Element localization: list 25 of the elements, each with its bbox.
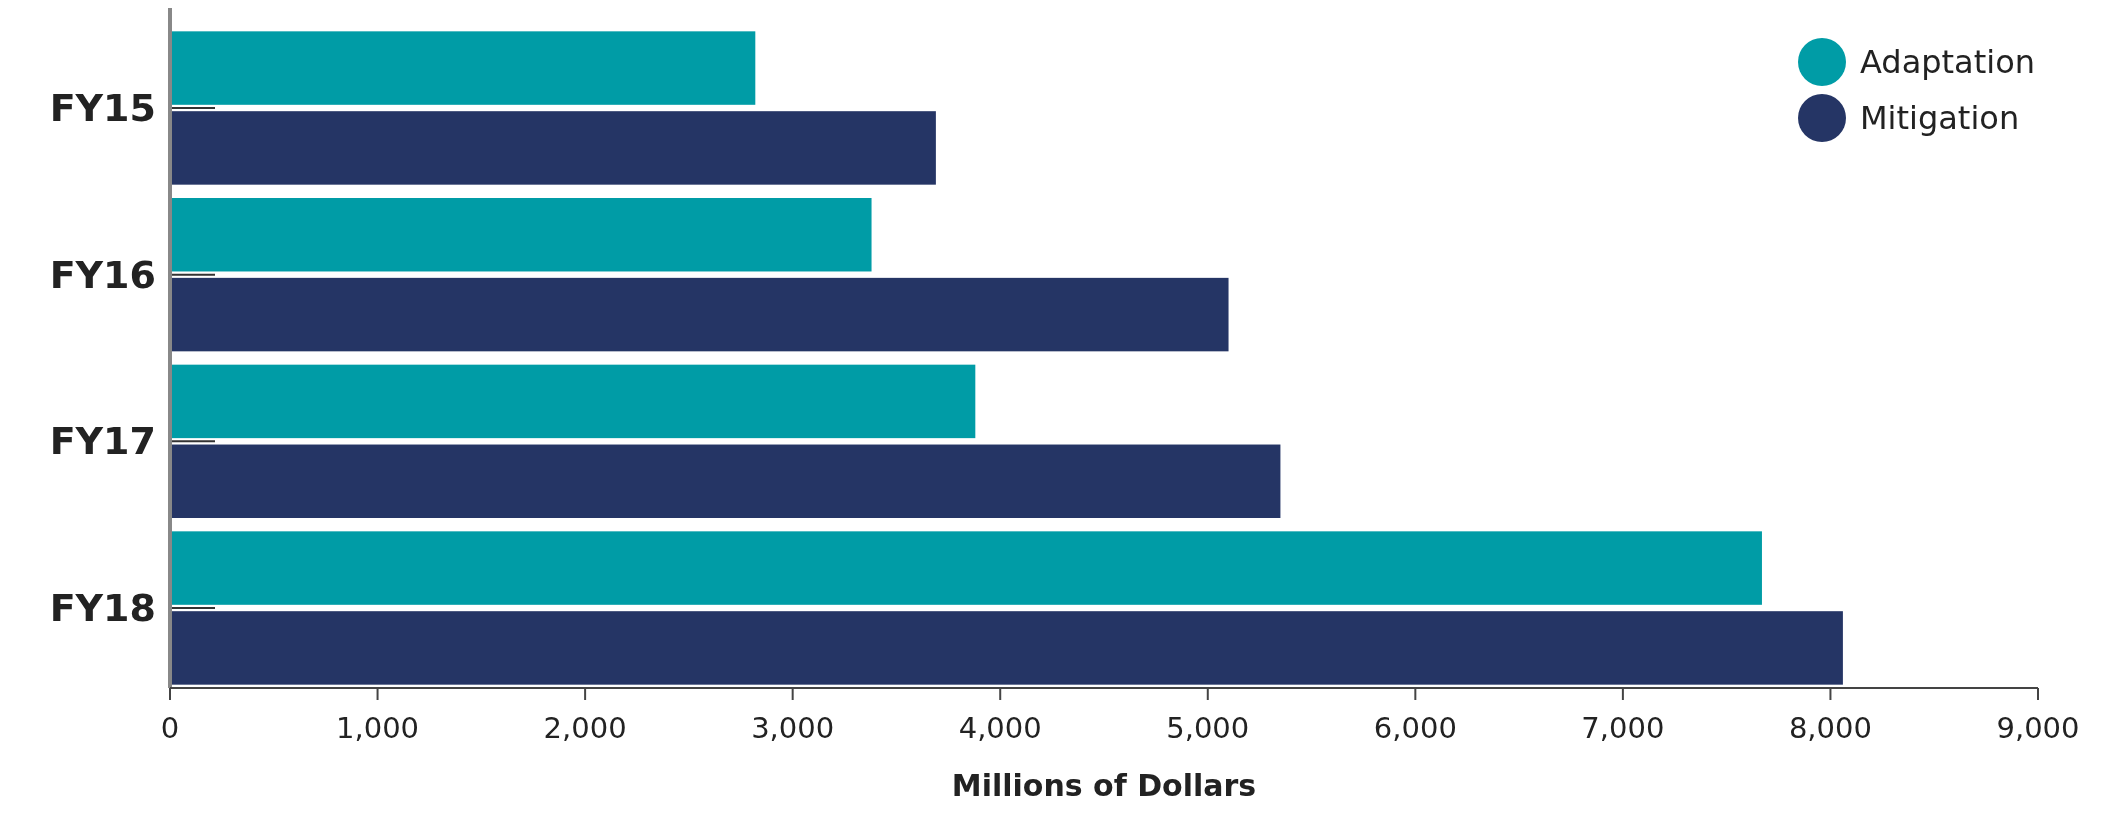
- x-tick-label: 8,000: [1788, 711, 1872, 745]
- x-tick-label: 9,000: [1996, 711, 2080, 745]
- bar: [170, 111, 936, 185]
- legend-label: Mitigation: [1860, 99, 2020, 137]
- y-tick-label: FY17: [49, 419, 156, 464]
- bar: [170, 364, 976, 439]
- x-axis-title: Millions of Dollars: [951, 768, 1257, 803]
- bar: [170, 31, 756, 105]
- y-tick-label: FY15: [49, 86, 156, 130]
- x-tick-label: 5,000: [1166, 711, 1250, 745]
- y-tick-label: FY16: [49, 252, 156, 297]
- legend-label: Adaptation: [1860, 43, 2036, 81]
- x-tick-label: 3,000: [751, 711, 835, 745]
- x-tick-label: 2,000: [543, 711, 627, 745]
- x-tick-label: 4,000: [958, 711, 1042, 745]
- bar: [170, 444, 1281, 518]
- x-tick-label: 6,000: [1373, 711, 1457, 745]
- y-tick-label: FY18: [49, 586, 156, 630]
- bar: [170, 611, 1843, 685]
- bar: [170, 277, 1229, 352]
- x-tick-label: 7,000: [1581, 711, 1665, 745]
- x-tick-label: 0: [160, 711, 180, 745]
- bar: [170, 531, 1762, 605]
- bar: [170, 198, 872, 272]
- x-tick-label: 1,000: [336, 711, 420, 745]
